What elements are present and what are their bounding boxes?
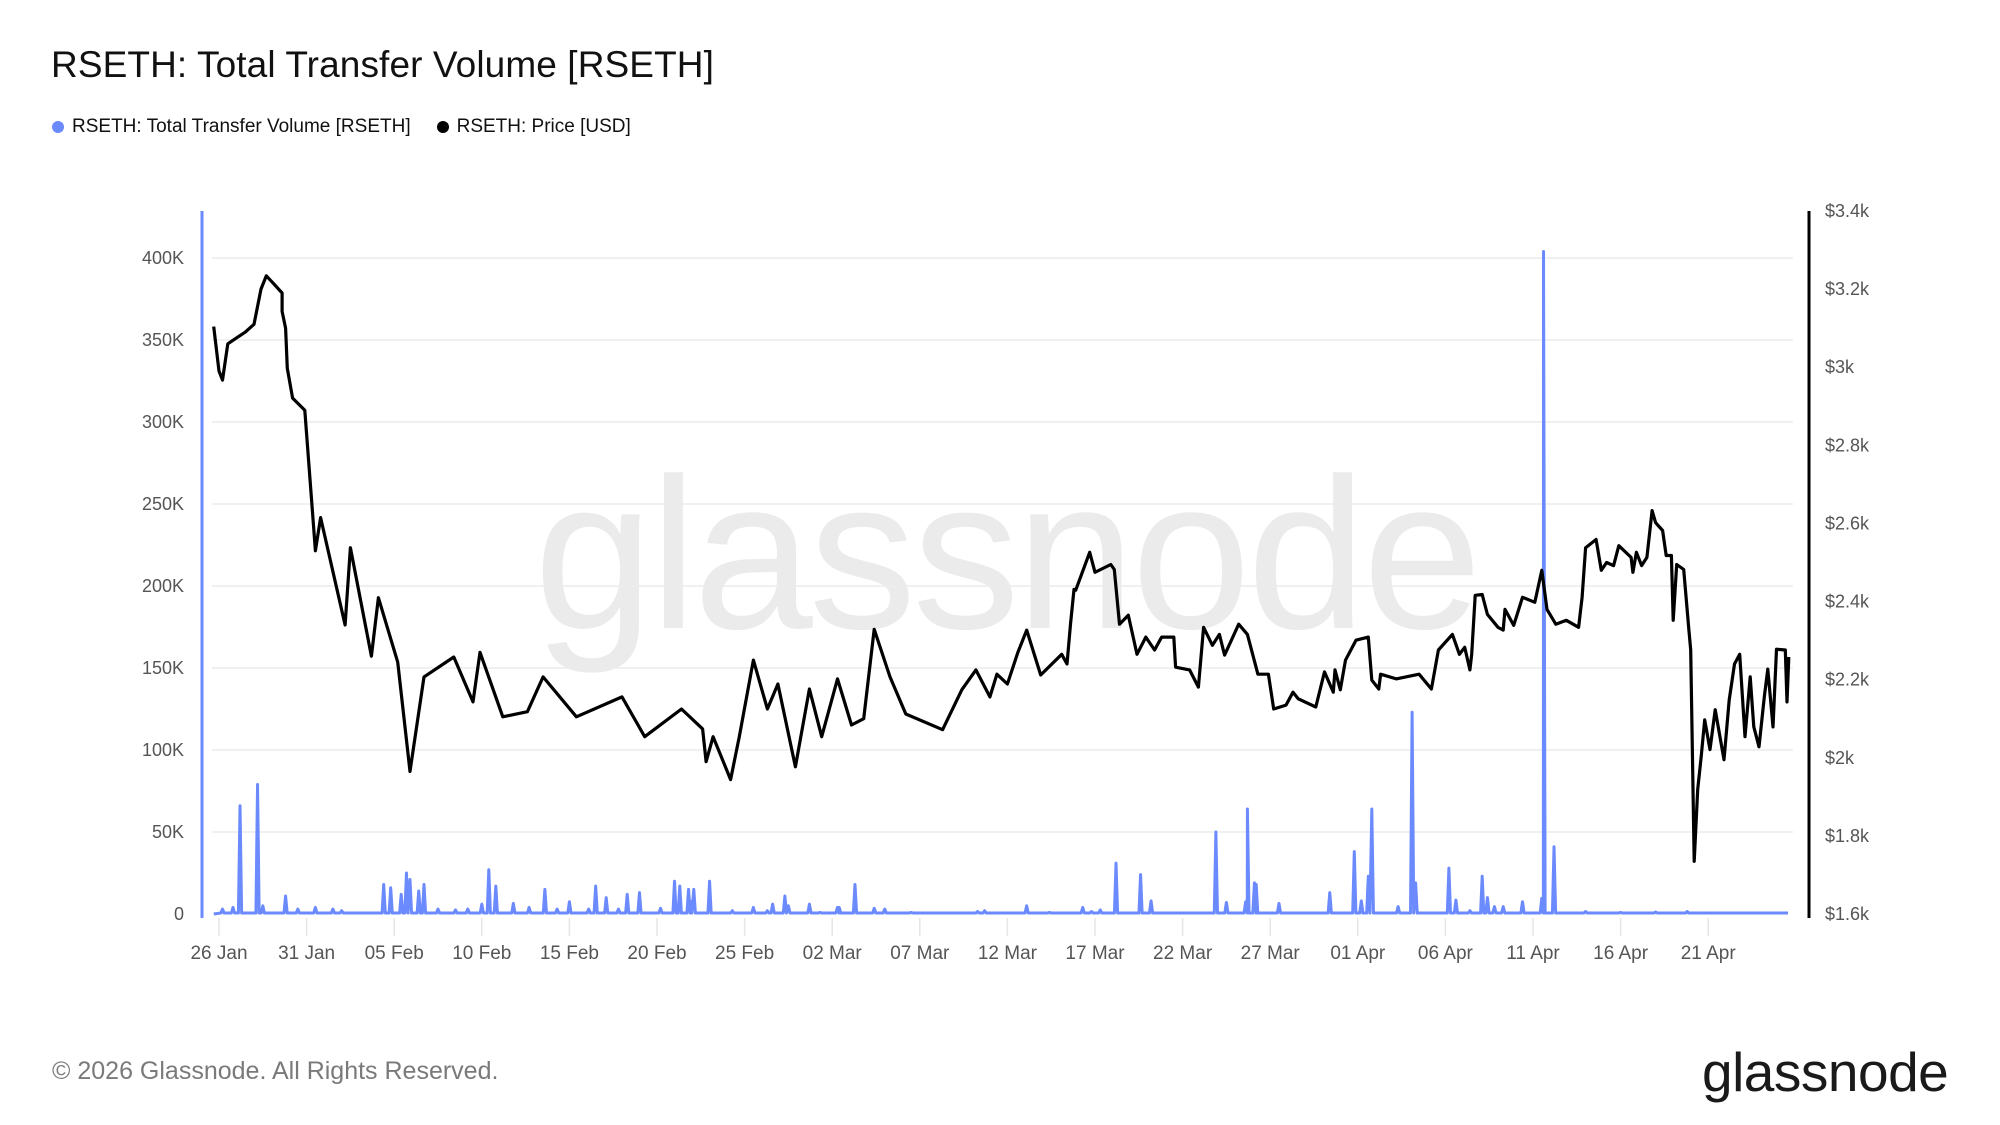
chart-title: RSETH: Total Transfer Volume [RSETH] [51, 44, 714, 85]
svg-text:$3k: $3k [1825, 357, 1855, 377]
svg-text:$2.2k: $2.2k [1825, 670, 1870, 690]
svg-text:17 Mar: 17 Mar [1065, 943, 1125, 964]
gridlines [212, 257, 1793, 833]
svg-text:400K: 400K [142, 248, 184, 268]
svg-text:150K: 150K [142, 658, 184, 678]
svg-text:31 Jan: 31 Jan [278, 943, 335, 964]
svg-text:$3.4k: $3.4k [1825, 201, 1870, 221]
price-series[interactable] [212, 274, 1791, 863]
svg-text:50K: 50K [152, 822, 184, 842]
svg-text:$2k: $2k [1825, 748, 1855, 768]
legend-item-price[interactable]: RSETH: Price [USD] [436, 116, 631, 138]
svg-text:22 Mar: 22 Mar [1153, 943, 1213, 964]
svg-text:glassnode: glassnode [534, 433, 1478, 674]
right-y-axis: $1.6k $1.8k $2k $2.2k $2.4k $2.6k $2.8k $3k $3.2… [1807, 201, 1870, 924]
copyright-text: © 2026 Glassnode. All Rights Reserved. [52, 1057, 499, 1085]
svg-text:25 Feb: 25 Feb [715, 943, 774, 964]
svg-text:$1.6k: $1.6k [1825, 904, 1870, 924]
svg-text:05 Feb: 05 Feb [365, 943, 424, 964]
svg-text:20 Feb: 20 Feb [627, 943, 686, 964]
legend-dot-icon [436, 121, 449, 133]
svg-text:26 Jan: 26 Jan [190, 943, 247, 964]
svg-text:11 Apr: 11 Apr [1506, 943, 1560, 964]
svg-text:01 Apr: 01 Apr [1330, 943, 1386, 964]
svg-text:27 Mar: 27 Mar [1241, 943, 1301, 964]
chart-legend: RSETH: Total Transfer Volume [RSETH] RSE… [52, 116, 631, 138]
legend-dot-icon [52, 121, 64, 133]
svg-text:12 Mar: 12 Mar [978, 943, 1038, 964]
svg-text:250K: 250K [142, 494, 184, 514]
svg-text:21 Apr: 21 Apr [1681, 943, 1737, 964]
svg-text:0: 0 [174, 904, 184, 924]
legend-label-price: RSETH: Price [USD] [456, 116, 631, 137]
svg-text:$1.8k: $1.8k [1825, 826, 1870, 846]
svg-text:$3.2k: $3.2k [1825, 279, 1870, 299]
glassnode-logo: glassnode [1702, 1041, 1949, 1103]
svg-text:07 Mar: 07 Mar [890, 943, 950, 964]
svg-text:02 Mar: 02 Mar [803, 943, 863, 964]
svg-text:$2.4k: $2.4k [1825, 592, 1870, 612]
svg-text:350K: 350K [142, 330, 184, 350]
legend-item-volume[interactable]: RSETH: Total Transfer Volume [RSETH] [52, 116, 411, 138]
left-y-axis: 0 50K 100K 150K 200K 250K 300K 350K 400K [142, 211, 204, 924]
svg-text:300K: 300K [142, 412, 184, 432]
svg-text:10 Feb: 10 Feb [452, 943, 511, 964]
svg-text:15 Feb: 15 Feb [540, 943, 599, 964]
svg-text:06 Apr: 06 Apr [1418, 943, 1474, 964]
svg-text:16 Apr: 16 Apr [1593, 943, 1649, 964]
volume-series[interactable] [213, 249, 1788, 916]
svg-text:100K: 100K [142, 740, 184, 760]
legend-label-volume: RSETH: Total Transfer Volume [RSETH] [72, 116, 411, 137]
watermark: glassnode [534, 433, 1482, 674]
svg-text:200K: 200K [142, 576, 184, 596]
x-axis: 26 Jan 31 Jan 05 Feb 10 Feb 15 Feb 20 Feb 25 F… [190, 918, 1736, 964]
svg-text:$2.8k: $2.8k [1825, 435, 1870, 455]
svg-text:$2.6k: $2.6k [1825, 513, 1870, 533]
